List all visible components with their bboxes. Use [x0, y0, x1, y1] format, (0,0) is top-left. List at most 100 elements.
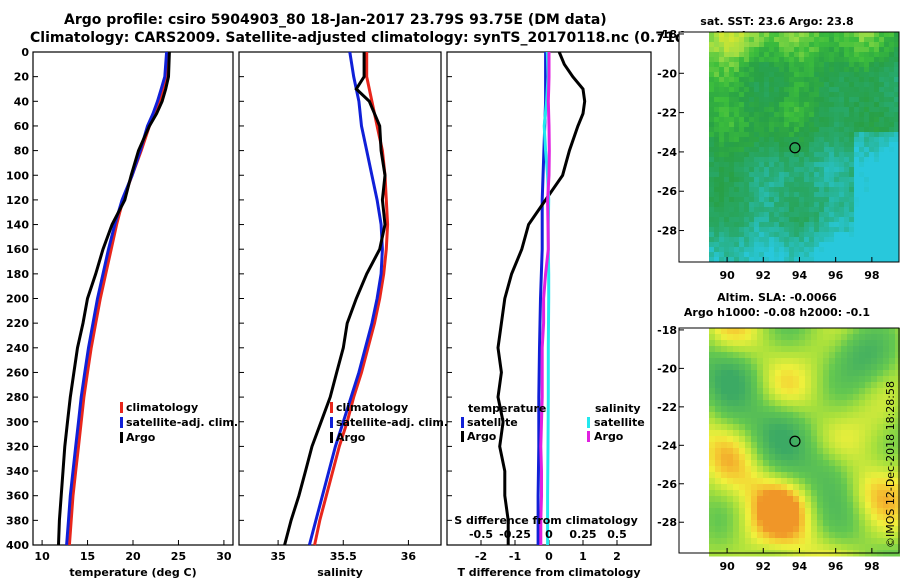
map-cell — [823, 478, 830, 485]
map-cell — [817, 340, 824, 347]
map-cell — [834, 32, 840, 38]
map-cell — [883, 496, 890, 503]
map-cell — [739, 237, 745, 243]
map-cell — [835, 388, 842, 395]
map-cell — [769, 217, 775, 223]
map-cell — [849, 232, 855, 238]
map-cell — [729, 177, 735, 183]
map-cell — [809, 222, 815, 228]
map-cell — [745, 460, 752, 467]
map-cell — [799, 232, 805, 238]
map-cell — [819, 177, 825, 183]
map-cell — [739, 232, 745, 238]
map-cell — [859, 132, 865, 138]
map-cell — [754, 187, 760, 193]
map-cell — [853, 334, 860, 341]
map-cell — [864, 152, 870, 158]
map-cell — [865, 508, 872, 515]
map-cell — [869, 167, 875, 173]
map-cell — [829, 388, 836, 395]
map-cell — [847, 514, 854, 521]
map-cell — [769, 328, 776, 335]
map-cell — [817, 412, 824, 419]
map-cell — [834, 162, 840, 168]
x-tick-label: 10 — [34, 550, 50, 563]
map-cell — [774, 177, 780, 183]
map-cell — [879, 187, 885, 193]
map-cell — [763, 460, 770, 467]
map-cell — [864, 252, 870, 258]
map-cell — [709, 242, 715, 248]
map-cell — [709, 526, 716, 533]
map-cell — [715, 508, 722, 515]
map-cell — [799, 544, 806, 551]
map-cell — [824, 57, 830, 63]
map-cell — [709, 57, 715, 63]
map-cell — [895, 514, 900, 521]
map-cell — [871, 358, 878, 365]
map-cell — [854, 57, 860, 63]
map-cell — [841, 484, 848, 491]
map-cell — [824, 152, 830, 158]
map-cell — [814, 67, 820, 73]
map-cell — [775, 526, 782, 533]
map-cell — [865, 520, 872, 527]
map-cell — [877, 448, 884, 455]
map-cell — [889, 92, 895, 98]
map-cell — [789, 47, 795, 53]
map-cell — [823, 544, 830, 551]
map-cell — [793, 412, 800, 419]
map-cell — [714, 72, 720, 78]
map-cell — [775, 436, 782, 443]
map-cell — [844, 247, 850, 253]
map-cell — [787, 502, 794, 509]
map-cell — [874, 167, 880, 173]
map-cell — [844, 227, 850, 233]
map-cell — [829, 47, 835, 53]
map-cell — [824, 172, 830, 178]
map-cell — [794, 207, 800, 213]
map-cell — [853, 412, 860, 419]
map-cell — [895, 454, 900, 461]
map-cell — [849, 177, 855, 183]
map-x-tick-label: 90 — [719, 560, 735, 573]
map-cell — [754, 82, 760, 88]
map-cell — [823, 490, 830, 497]
map-cell — [769, 544, 776, 551]
map-cell — [714, 162, 720, 168]
map-cell — [894, 37, 900, 43]
map-cell — [751, 502, 758, 509]
map-cell — [745, 334, 752, 341]
map-cell — [709, 400, 716, 407]
imos-credit: ©IMOS 12-Dec-2018 18:28:58 — [884, 381, 897, 548]
map-cell — [793, 400, 800, 407]
map-cell — [869, 127, 875, 133]
map-cell — [829, 257, 835, 263]
map-cell — [854, 127, 860, 133]
map-cell — [804, 167, 810, 173]
map-cell — [799, 466, 806, 473]
map-cell — [883, 412, 890, 419]
map-cell — [829, 122, 835, 128]
map-cell — [814, 52, 820, 58]
map-cell — [879, 67, 885, 73]
map-cell — [724, 52, 730, 58]
map-cell — [745, 412, 752, 419]
map-cell — [869, 172, 875, 178]
map-cell — [805, 448, 812, 455]
map-cell — [835, 496, 842, 503]
map-cell — [844, 92, 850, 98]
map-cell — [894, 82, 900, 88]
map-cell — [799, 448, 806, 455]
legend-swatch — [120, 417, 123, 428]
map-cell — [745, 478, 752, 485]
map-cell — [719, 177, 725, 183]
map-cell — [729, 152, 735, 158]
map-cell — [865, 454, 872, 461]
map-cell — [744, 192, 750, 198]
map-cell — [724, 117, 730, 123]
map-cell — [774, 202, 780, 208]
map-cell — [733, 490, 740, 497]
map-cell — [864, 247, 870, 253]
map-cell — [814, 207, 820, 213]
